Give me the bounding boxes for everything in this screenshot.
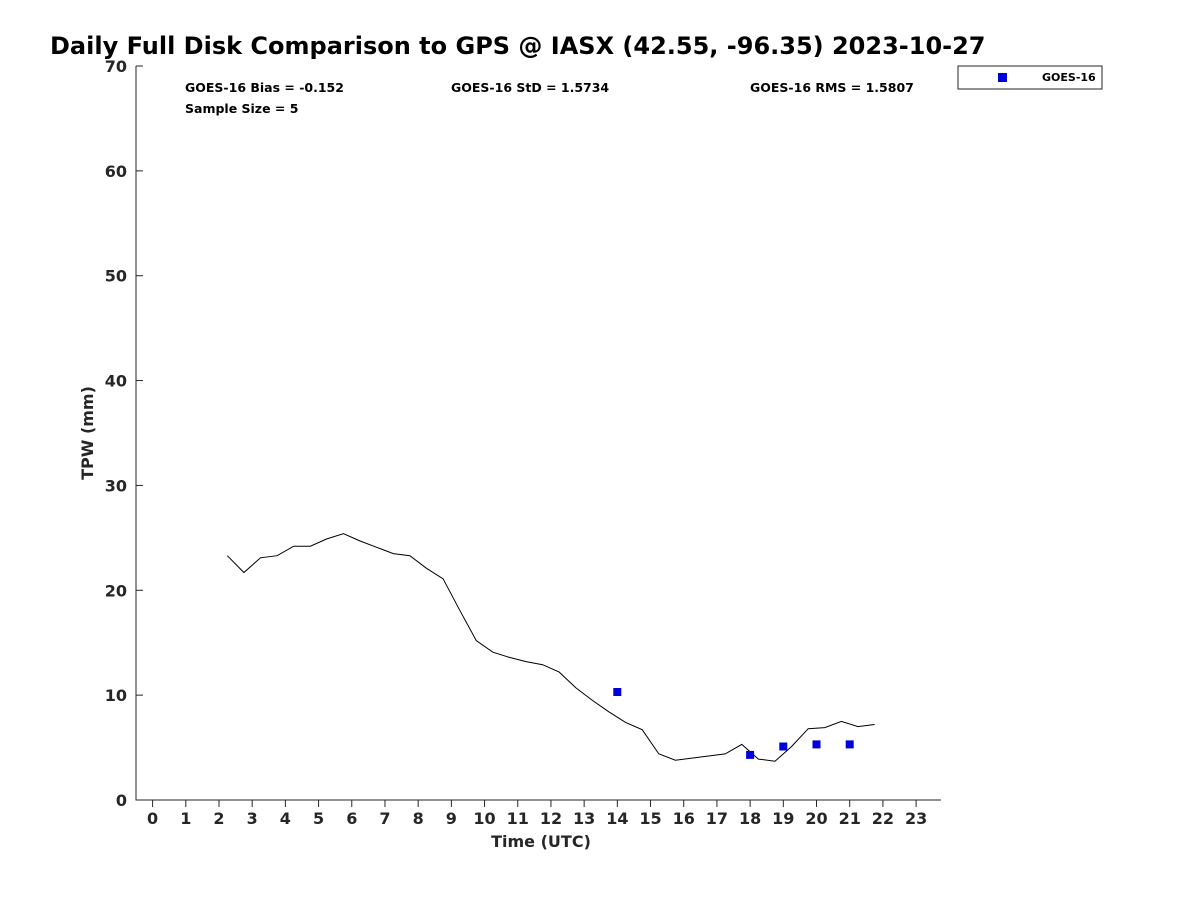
- x-axis-label: Time (UTC): [491, 832, 591, 851]
- x-tick-label: 2: [213, 809, 224, 828]
- sample-size-stat: Sample Size = 5: [185, 101, 298, 116]
- x-tick-label: 7: [379, 809, 390, 828]
- x-axis-ticks: [152, 800, 917, 807]
- x-tick-label: 3: [247, 809, 258, 828]
- x-tick-label: 20: [805, 809, 827, 828]
- rms-stat: GOES-16 RMS = 1.5807: [750, 80, 914, 95]
- y-tick-label: 70: [105, 57, 127, 76]
- x-tick-label: 10: [473, 809, 495, 828]
- y-tick-label: 20: [105, 581, 127, 600]
- plot-area: 0 1 2 3 4 5 6 7 8 9 10 11 12 13 14 15 16 17 18 19 20 21 22 23 0…: [105, 57, 941, 828]
- x-tick-label: 15: [639, 809, 661, 828]
- chart-title: Daily Full Disk Comparison to GPS @ IASX…: [50, 32, 986, 60]
- x-tick-label: 21: [839, 809, 861, 828]
- y-tick-label: 0: [116, 791, 127, 810]
- x-tick-label: 1: [180, 809, 191, 828]
- x-tick-label: 17: [706, 809, 728, 828]
- y-tick-label: 60: [105, 162, 127, 181]
- y-axis-ticks: [136, 65, 143, 801]
- x-tick-label: 11: [507, 809, 529, 828]
- legend: GOES-16: [957, 65, 1103, 90]
- legend-label-goes16: GOES-16: [1042, 71, 1096, 84]
- x-tick-label: 16: [673, 809, 695, 828]
- goes16-point: [812, 740, 821, 749]
- y-axis-label: TPW (mm): [78, 386, 97, 480]
- goes16-point: [845, 740, 854, 749]
- y-tick-label: 10: [105, 686, 127, 705]
- y-tick-label: 50: [105, 267, 127, 286]
- std-stat: GOES-16 StD = 1.5734: [451, 80, 609, 95]
- goes16-point: [779, 742, 788, 751]
- goes16-point: [746, 750, 755, 759]
- x-tick-label: 5: [313, 809, 324, 828]
- x-tick-label: 4: [280, 809, 291, 828]
- bias-stat: GOES-16 Bias = -0.152: [185, 80, 344, 95]
- goes16-points-layer: [613, 688, 854, 759]
- legend-box: [957, 65, 1103, 90]
- x-tick-label: 13: [573, 809, 595, 828]
- x-tick-label: 8: [413, 809, 424, 828]
- x-tick-label: 18: [739, 809, 761, 828]
- y-tick-label: 40: [105, 372, 127, 391]
- y-tick-label: 30: [105, 476, 127, 495]
- x-tick-label: 22: [872, 809, 894, 828]
- x-tick-label: 14: [606, 809, 628, 828]
- x-tick-label: 6: [346, 809, 357, 828]
- x-tick-label: 0: [147, 809, 158, 828]
- x-tick-label: 23: [905, 809, 927, 828]
- legend-marker-goes16: [998, 73, 1007, 82]
- x-tick-label: 9: [446, 809, 457, 828]
- plot-axes-frame: [135, 66, 941, 801]
- x-tick-label: 19: [772, 809, 794, 828]
- y-axis-tick-labels: 0 10 20 30 40 50 60 70: [105, 57, 127, 810]
- goes16-point: [613, 688, 622, 696]
- x-tick-label: 12: [540, 809, 562, 828]
- x-axis-tick-labels: 0 1 2 3 4 5 6 7 8 9 10 11 12 13 14 15 16 17 18 19 20 21 22 23: [147, 809, 927, 828]
- gps-line-layer: [226, 533, 875, 762]
- gps-tpw-line: [226, 533, 875, 762]
